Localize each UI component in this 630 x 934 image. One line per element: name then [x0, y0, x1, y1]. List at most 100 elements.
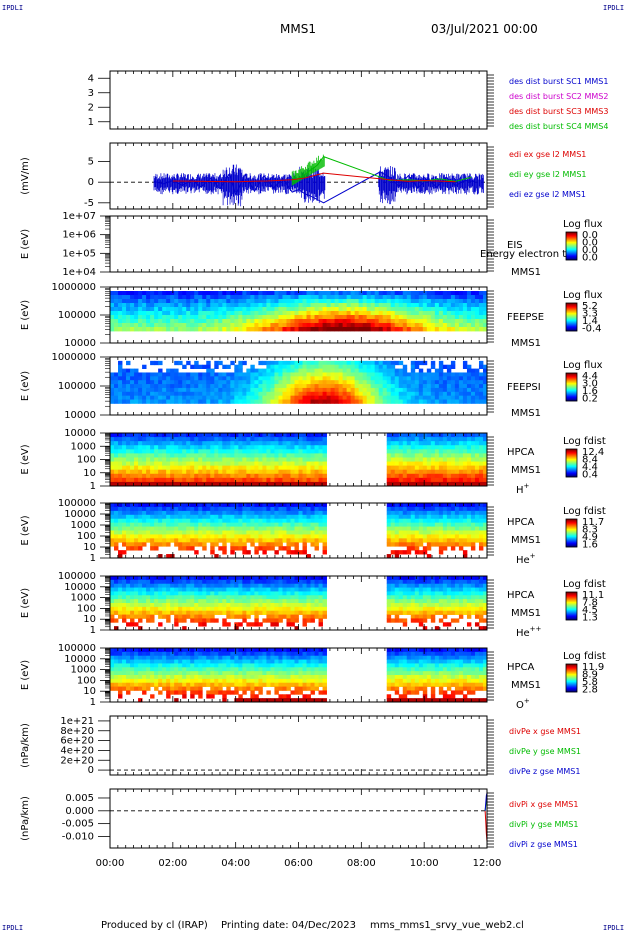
colorbar-frame	[565, 591, 578, 621]
x-tick-label: 04:00	[221, 858, 250, 869]
x-tick-label: 12:00	[473, 858, 502, 869]
colorbar	[566, 303, 577, 332]
colorbar-tick-label: 0.4	[582, 470, 598, 481]
series-line	[172, 172, 456, 183]
colorbar-title: Log flux	[563, 360, 603, 371]
y-tick-label: 0.000	[65, 806, 94, 817]
y-tick-label: 1e+06	[62, 230, 96, 241]
spectrogram-hpca-hepp	[110, 576, 488, 631]
y-tick-label: 1	[90, 553, 96, 564]
y-axis-label: E (eV)	[20, 588, 31, 618]
instrument-name: HPCA	[507, 517, 535, 528]
colorbar-title: Log fdist	[563, 651, 606, 662]
colorbar-tick-label: 0.2	[582, 394, 598, 405]
y-tick-label: 100000	[58, 498, 96, 509]
spacecraft-name: MMS1	[511, 535, 541, 546]
colorbar-tick-label: 8.3	[582, 525, 598, 536]
spacecraft-name: MMS1	[511, 267, 541, 278]
panel-frame	[109, 70, 488, 130]
y-tick-label: 10	[83, 686, 96, 697]
produced-by: Produced by cl (IRAP)	[101, 920, 208, 931]
colorbar-frame	[565, 518, 578, 548]
colorbar-title: Log flux	[563, 290, 603, 301]
y-tick-label: 10	[83, 468, 96, 479]
instrument-name: FEEPSI	[507, 382, 541, 393]
legend-entry: des dist burst SC2 MMS2	[509, 92, 608, 101]
spectrogram-hpca-o	[110, 648, 488, 703]
colorbar	[566, 232, 577, 261]
y-tick-label: -0.010	[62, 831, 94, 842]
corner-mark-top-right: IPDLI	[603, 4, 624, 12]
instrument-name: FEEPSE	[507, 312, 544, 323]
legend-entry: edi ex gse l2 MMS1	[509, 150, 586, 159]
colorbar-tick-label: 2.8	[582, 685, 598, 696]
y-axis-label: (mV/m)	[20, 157, 31, 195]
spectrogram-feeps-i	[110, 360, 488, 404]
colorbar	[566, 449, 577, 478]
y-tick-label: 10000	[64, 654, 96, 665]
colorbar-tick-label: 1.6	[582, 540, 598, 551]
spectrogram-feeps-e	[110, 291, 488, 332]
colorbar-title: Log fdist	[563, 579, 606, 590]
colorbar-title: Log fdist	[563, 436, 606, 447]
y-tick-label: 100000	[58, 643, 96, 654]
legend-entry: edi ez gse l2 MMS1	[509, 190, 586, 199]
spectrogram-hpca-h	[110, 433, 488, 487]
y-tick-label: 10000	[64, 428, 96, 439]
y-axis-label: (nPa/km)	[20, 723, 31, 768]
colorbar-tick-label: 5.8	[582, 677, 598, 688]
panel-frame	[109, 715, 488, 776]
y-tick-label: 1	[90, 697, 96, 708]
instrument-name: HPCA	[507, 662, 535, 673]
colorbar-tick-label: 11.1	[582, 590, 604, 601]
y-tick-label: -5	[84, 198, 94, 209]
legend-entry: divPe y gse MMS1	[509, 747, 581, 756]
colorbar-tick-label: 11.7	[582, 517, 604, 528]
colorbar	[566, 519, 577, 548]
colorbar-frame	[565, 372, 578, 402]
y-tick-label: 4e+20	[60, 745, 94, 756]
colorbar-title: Log fdist	[563, 506, 606, 517]
species-label: H+	[516, 482, 530, 496]
instrument-name: EIS	[507, 240, 523, 251]
y-axis-label: E (eV)	[20, 229, 31, 259]
y-tick-label: 1000	[71, 441, 96, 452]
y-tick-label: 0.005	[65, 793, 94, 804]
legend-entry: divPi z gse MMS1	[509, 840, 578, 849]
y-tick-label: 8e+20	[60, 726, 94, 737]
y-tick-label: 2e+20	[60, 755, 94, 766]
colorbar-tick-label: 1.3	[582, 613, 598, 624]
spacecraft-name: MMS1	[511, 408, 541, 419]
y-tick-label: 2	[88, 102, 94, 113]
colorbar-frame	[565, 448, 578, 478]
y-tick-label: 10000	[64, 509, 96, 520]
colorbar	[566, 373, 577, 402]
colorbar-tick-label: 1.4	[582, 316, 598, 327]
y-tick-label: 100000	[58, 571, 96, 582]
legend-entry: des dist burst SC3 MMS3	[509, 107, 608, 116]
script-name: mms_mms1_srvy_vue_web2.cl	[370, 920, 524, 931]
colorbar-tick-label: 7.8	[582, 598, 598, 609]
y-tick-label: 1e+04	[62, 267, 96, 278]
y-axis-label: E (eV)	[20, 444, 31, 474]
colorbar-tick-label: 1.6	[582, 386, 598, 397]
x-tick-label: 02:00	[158, 858, 187, 869]
y-tick-label: 10000	[64, 582, 96, 593]
instrument-name: HPCA	[507, 447, 535, 458]
y-tick-label: 1e+07	[62, 211, 96, 222]
colorbar-tick-label: 5.2	[582, 301, 598, 312]
y-axis-label: E (eV)	[20, 660, 31, 690]
y-tick-label: 0	[88, 177, 94, 188]
legend-entry: edi ey gse l2 MMS1	[509, 170, 587, 179]
colorbar-tick-label: 4.4	[582, 371, 598, 382]
y-tick-label: 1000000	[51, 282, 96, 293]
corner-mark-top-left: IPDLI	[2, 4, 23, 12]
colorbar-tick-label: 12.4	[582, 447, 604, 458]
y-axis-label: E (eV)	[20, 300, 31, 330]
colorbar-tick-label: 0.0	[582, 230, 598, 241]
y-tick-label: 1000	[71, 593, 96, 604]
mission-title: MMS1	[280, 22, 316, 36]
panel-frame	[109, 788, 488, 849]
colorbar-tick-label: 3.0	[582, 379, 598, 390]
